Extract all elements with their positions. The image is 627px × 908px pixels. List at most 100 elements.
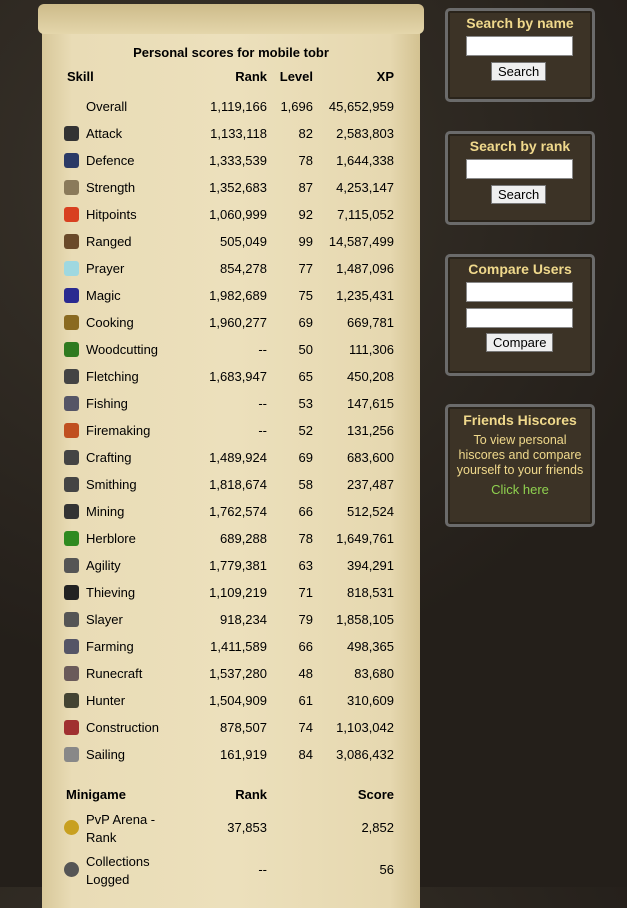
page: Personal scores for mobile tobr Search b… xyxy=(38,4,595,908)
skill-level: 50 xyxy=(298,342,313,357)
skill-name: Magic xyxy=(86,288,121,303)
skill-xp: 498,365 xyxy=(347,639,394,654)
skill-rank: 1,489,924 xyxy=(209,450,267,465)
skill-rank: 505,049 xyxy=(220,234,267,249)
skill-level: 48 xyxy=(298,666,313,681)
skill-level: 71 xyxy=(298,585,313,600)
skill-name: Herblore xyxy=(86,531,136,546)
skill-name: Crafting xyxy=(86,450,132,465)
skill-xp: 310,609 xyxy=(347,693,394,708)
skill-icon xyxy=(64,747,79,762)
skill-name: Runecraft xyxy=(86,666,143,681)
skill-level: 78 xyxy=(298,531,313,546)
skill-rank: 854,278 xyxy=(220,261,267,276)
skill-rank: 1,060,999 xyxy=(209,207,267,222)
skill-name: Strength xyxy=(86,180,136,195)
skill-rank: 1,982,689 xyxy=(209,288,267,303)
compare-button[interactable]: Compare xyxy=(486,333,554,352)
skill-rank: 1,683,947 xyxy=(209,369,267,384)
skill-name: Thieving xyxy=(86,585,136,600)
skill-name: Firemaking xyxy=(86,423,151,438)
skill-icon xyxy=(64,369,79,384)
skill-icon xyxy=(64,639,79,654)
skill-xp: 1,858,105 xyxy=(336,612,394,627)
skill-icon xyxy=(64,342,79,357)
skill-icon xyxy=(64,423,79,438)
skill-level: 66 xyxy=(298,504,313,519)
skill-xp: 237,487 xyxy=(347,477,394,492)
skill-level: 82 xyxy=(298,126,313,141)
skill-xp: 394,291 xyxy=(347,558,394,573)
skill-rank: -- xyxy=(258,396,267,411)
skill-xp: 1,235,431 xyxy=(336,288,394,303)
skill-icon xyxy=(64,504,79,519)
skill-xp: 512,524 xyxy=(347,504,394,519)
search-button[interactable]: Search xyxy=(491,185,547,204)
header-rank: Rank xyxy=(235,787,267,802)
friends-text: To view personal hiscores and compare yo… xyxy=(456,433,584,477)
skill-rank: 1,109,219 xyxy=(209,585,267,600)
skill-xp: 683,600 xyxy=(347,450,394,465)
skill-xp: 83,680 xyxy=(354,666,394,681)
skill-level: 84 xyxy=(298,747,313,762)
skill-level: 61 xyxy=(298,693,313,708)
skill-level: 66 xyxy=(298,639,313,654)
skill-xp: 2,583,803 xyxy=(336,126,394,141)
minigame-score: 56 xyxy=(379,862,394,877)
skill-name: Prayer xyxy=(86,261,125,276)
skill-level: 78 xyxy=(298,153,313,168)
skill-level: 79 xyxy=(298,612,313,627)
rank-input[interactable] xyxy=(466,159,573,179)
friends-link[interactable]: Click here xyxy=(491,482,549,497)
skill-rank: 1,119,166 xyxy=(210,99,267,114)
skill-rank: 1,762,574 xyxy=(209,504,267,519)
skill-icon xyxy=(64,666,79,681)
minigame-rank: 37,853 xyxy=(227,820,267,835)
minigame-rank: -- xyxy=(258,862,267,877)
friends-box xyxy=(445,404,595,527)
skill-xp: 14,587,499 xyxy=(328,234,394,249)
skill-level: 52 xyxy=(298,423,313,438)
header-xp: XP xyxy=(376,69,394,84)
header-minigame: Minigame xyxy=(66,787,126,802)
skill-icon xyxy=(64,450,79,465)
skill-icon xyxy=(64,288,79,303)
skill-icon xyxy=(64,396,79,411)
box-title: Search by name xyxy=(466,15,574,31)
skill-xp: 1,103,042 xyxy=(336,720,394,735)
compare-input-2[interactable] xyxy=(466,308,573,328)
skill-rank: -- xyxy=(258,342,267,357)
skill-rank: -- xyxy=(258,423,267,438)
skill-level: 92 xyxy=(298,207,313,222)
skill-xp: 147,615 xyxy=(347,396,394,411)
skill-rank: 1,133,118 xyxy=(210,126,267,141)
minigame-icon xyxy=(64,820,79,835)
header-level: Level xyxy=(279,69,313,84)
skill-xp: 4,253,147 xyxy=(336,180,394,195)
skill-xp: 3,086,432 xyxy=(336,747,394,762)
skill-level: 69 xyxy=(298,315,313,330)
skill-icon xyxy=(64,693,79,708)
skill-name: Fishing xyxy=(86,396,128,411)
skill-icon xyxy=(64,261,79,276)
skill-rank: 161,919 xyxy=(220,747,267,762)
skill-name: Defence xyxy=(86,153,135,168)
compare-input-1[interactable] xyxy=(466,282,573,302)
name-input[interactable] xyxy=(466,36,573,56)
search-button[interactable]: Search xyxy=(491,62,547,81)
skill-level: 69 xyxy=(298,450,313,465)
skill-name: Overall xyxy=(86,99,128,114)
skill-name: Smithing xyxy=(86,477,137,492)
skill-icon xyxy=(64,180,79,195)
skill-xp: 669,781 xyxy=(347,315,394,330)
skill-level: 1,696 xyxy=(280,99,313,114)
skill-name: Farming xyxy=(86,639,134,654)
skill-xp: 818,531 xyxy=(347,585,394,600)
skill-xp: 1,644,338 xyxy=(336,153,394,168)
skill-icon xyxy=(64,315,79,330)
skill-level: 58 xyxy=(298,477,313,492)
skill-xp: 7,115,052 xyxy=(337,207,394,222)
minigame-score: 2,852 xyxy=(361,820,394,835)
skill-rank: 1,504,909 xyxy=(209,693,267,708)
skill-name: Sailing xyxy=(86,747,126,762)
